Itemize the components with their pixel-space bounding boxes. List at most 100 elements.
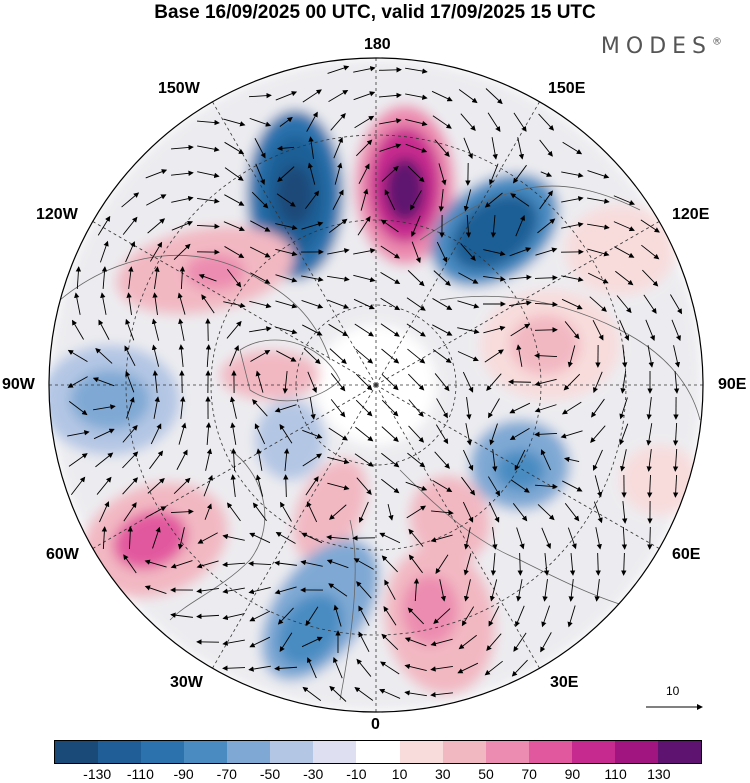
wind-arrow xyxy=(647,345,654,368)
wind-arrow xyxy=(432,115,452,129)
wind-arrow xyxy=(68,401,88,416)
wind-arrow xyxy=(329,504,347,520)
wind-arrow xyxy=(354,453,374,467)
wind-arrow xyxy=(488,501,500,523)
wind-arrow xyxy=(458,272,479,284)
wind-arrow xyxy=(466,397,472,420)
wind-arrow xyxy=(95,452,114,468)
wind-arrow xyxy=(672,422,679,446)
wind-arrow xyxy=(433,608,451,625)
wind-arrow xyxy=(334,162,343,185)
wind-arrow xyxy=(516,579,523,602)
wind-arrow xyxy=(327,299,350,309)
wind-arrow xyxy=(329,685,347,702)
wind-arrow xyxy=(436,398,448,419)
wind-arrow xyxy=(406,505,427,519)
wind-arrow xyxy=(543,553,550,576)
wind-arrow xyxy=(144,585,167,594)
wind-arrow xyxy=(405,67,428,74)
wind-arrow xyxy=(561,401,582,415)
wind-arrow xyxy=(509,300,532,307)
colorbar-tick-label: -70 xyxy=(216,766,237,782)
wind-arrow xyxy=(328,583,348,597)
wind-arrow xyxy=(356,658,372,677)
wind-arrow xyxy=(252,502,267,522)
wind-arrow xyxy=(561,298,583,310)
wind-arrow xyxy=(516,527,525,550)
wind-arrow xyxy=(594,579,600,602)
wind-arrow xyxy=(147,218,166,234)
wind-arrow xyxy=(222,665,246,671)
wind-arrow xyxy=(380,272,401,285)
wind-arrow xyxy=(307,371,317,394)
wind-arrow xyxy=(563,456,580,463)
wind-arrow xyxy=(176,449,188,470)
wind-arrow xyxy=(405,119,428,127)
wind-arrow xyxy=(178,422,187,445)
wind-arrow xyxy=(249,300,272,309)
wind-arrow xyxy=(274,404,297,413)
anomaly-blob xyxy=(277,593,343,667)
wind-arrow xyxy=(122,216,138,235)
wind-arrow xyxy=(360,188,369,211)
wind-arrow xyxy=(384,579,396,600)
wind-arrow xyxy=(283,474,289,498)
wind-arrow xyxy=(153,266,160,289)
wind-arrow xyxy=(432,480,453,493)
wind-arrow xyxy=(510,193,530,207)
wind-arrow xyxy=(223,221,245,232)
wind-arrow xyxy=(561,222,584,229)
wind-arrow xyxy=(489,423,498,446)
wind-vectors xyxy=(67,65,683,702)
colorbar-swatch xyxy=(184,741,228,763)
wind-arrow xyxy=(487,476,501,497)
wind-arrow xyxy=(534,352,558,359)
anomaly-blob xyxy=(277,165,313,225)
coastline xyxy=(169,449,266,621)
colorbar-swatch xyxy=(227,741,271,763)
wind-arrow xyxy=(353,274,376,283)
wind-arrow xyxy=(171,221,193,231)
wind-arrow xyxy=(673,345,681,368)
wind-arrow xyxy=(152,370,159,393)
wind-arrow xyxy=(517,552,523,576)
wind-arrow xyxy=(379,118,402,125)
wind-arrow xyxy=(433,270,451,286)
colorbar-swatch xyxy=(614,741,658,763)
wind-arrow xyxy=(328,427,348,441)
wind-arrow xyxy=(540,449,551,471)
wind-arrow xyxy=(249,246,271,258)
wind-arrow xyxy=(619,397,628,420)
wind-arrow xyxy=(126,396,135,419)
wind-arrow xyxy=(535,247,558,256)
wind-arrow xyxy=(197,532,218,544)
wind-arrow xyxy=(223,118,246,127)
wind-arrow xyxy=(411,241,421,264)
wind-arrow xyxy=(249,636,271,648)
wind-arrow xyxy=(224,246,245,259)
wind-arrow xyxy=(513,112,527,132)
wind-arrow xyxy=(587,272,609,284)
wind-arrow xyxy=(595,552,601,576)
wind-arrow xyxy=(486,373,502,391)
wind-arrow xyxy=(595,527,602,550)
colorbar-tick-label: 50 xyxy=(478,766,494,782)
wind-arrow xyxy=(96,476,112,495)
wind-arrow xyxy=(355,399,373,417)
wind-arrow xyxy=(333,657,343,679)
wind-arrow xyxy=(534,404,557,413)
wind-arrow xyxy=(457,327,480,335)
wind-arrow xyxy=(432,349,452,364)
wind-arrow xyxy=(333,604,342,627)
wind-arrow xyxy=(250,350,271,362)
wind-arrow xyxy=(436,241,448,263)
meridian xyxy=(375,221,660,386)
wind-arrow xyxy=(223,301,246,309)
wind-arrow xyxy=(224,141,245,155)
wind-arrow xyxy=(511,659,528,677)
wind-arrow xyxy=(569,553,576,576)
wind-arrow xyxy=(275,326,298,335)
wind-arrow xyxy=(301,221,324,230)
wind-arrow xyxy=(564,321,580,340)
wind-arrow xyxy=(537,218,556,234)
